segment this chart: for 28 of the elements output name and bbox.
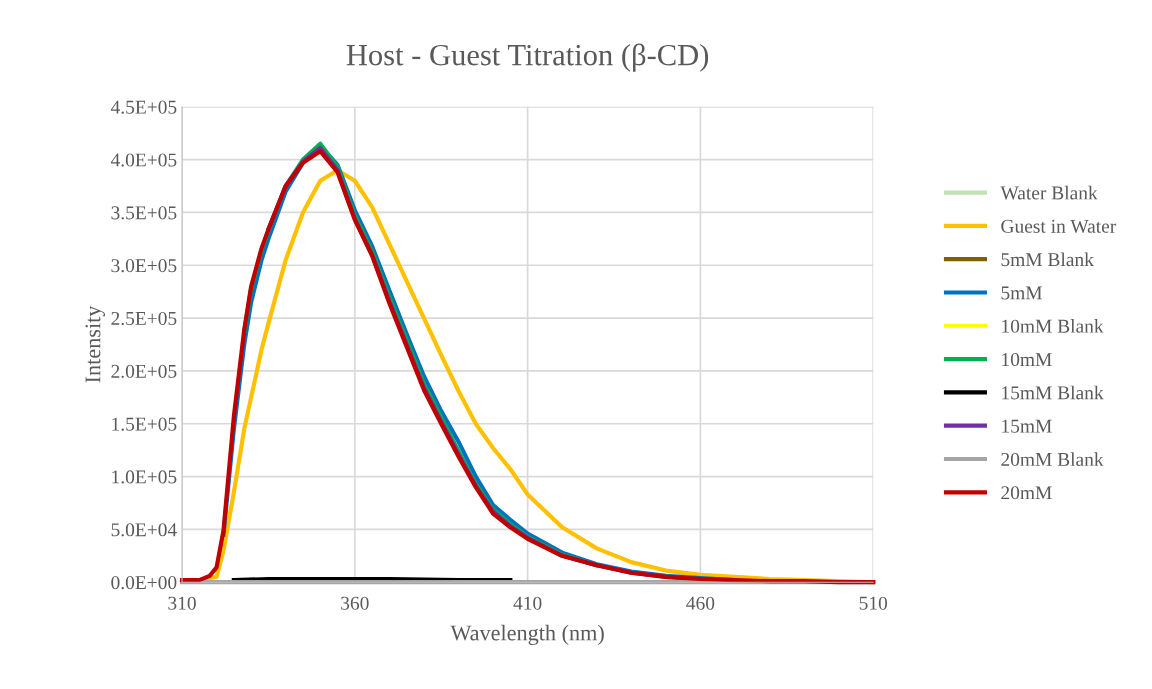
x-tick-label: 460 <box>686 596 715 610</box>
y-tick-label: 4.5E+05 <box>110 100 177 114</box>
legend-label: 15mM <box>1002 419 1052 433</box>
y-axis-title: Intensity <box>85 305 106 383</box>
y-tick-label: 4.0E+05 <box>110 153 177 167</box>
legend-label: 5mM Blank <box>1001 252 1094 267</box>
y-tick-label: 1.0E+05 <box>112 470 177 484</box>
x-tick-label: 360 <box>341 596 369 610</box>
y-tick-label: 3.0E+05 <box>111 259 177 273</box>
x-tick-label: 410 <box>513 596 542 610</box>
x-tick-label: 310 <box>168 596 196 610</box>
legend-label: 15mM Blank <box>1002 385 1104 400</box>
legend-label: 5mM <box>1001 286 1043 300</box>
legend-label: Water Blank <box>1000 185 1098 200</box>
legend-label: 20mM <box>1001 486 1052 500</box>
x-axis-title: Wavelength (nm) <box>450 624 604 646</box>
legend-label: 10mM Blank <box>1002 319 1104 333</box>
y-tick-label: 2.0E+05 <box>111 364 177 378</box>
y-tick-label: 0.0E+00 <box>111 576 177 590</box>
x-tick-label: 510 <box>859 596 888 610</box>
y-tick-label: 3.5E+05 <box>111 206 177 220</box>
y-tick-label: 2.5E+05 <box>111 311 177 326</box>
y-tick-label: 1.5E+05 <box>112 417 177 431</box>
legend-label: Guest in Water <box>1001 219 1117 233</box>
legend-label: 10mM <box>1002 352 1052 367</box>
chart-title: Host - Guest Titration (β-CD) <box>346 43 709 72</box>
y-tick-label: 5.0E+04 <box>111 523 177 537</box>
legend-label: 20mM Blank <box>1001 452 1104 466</box>
